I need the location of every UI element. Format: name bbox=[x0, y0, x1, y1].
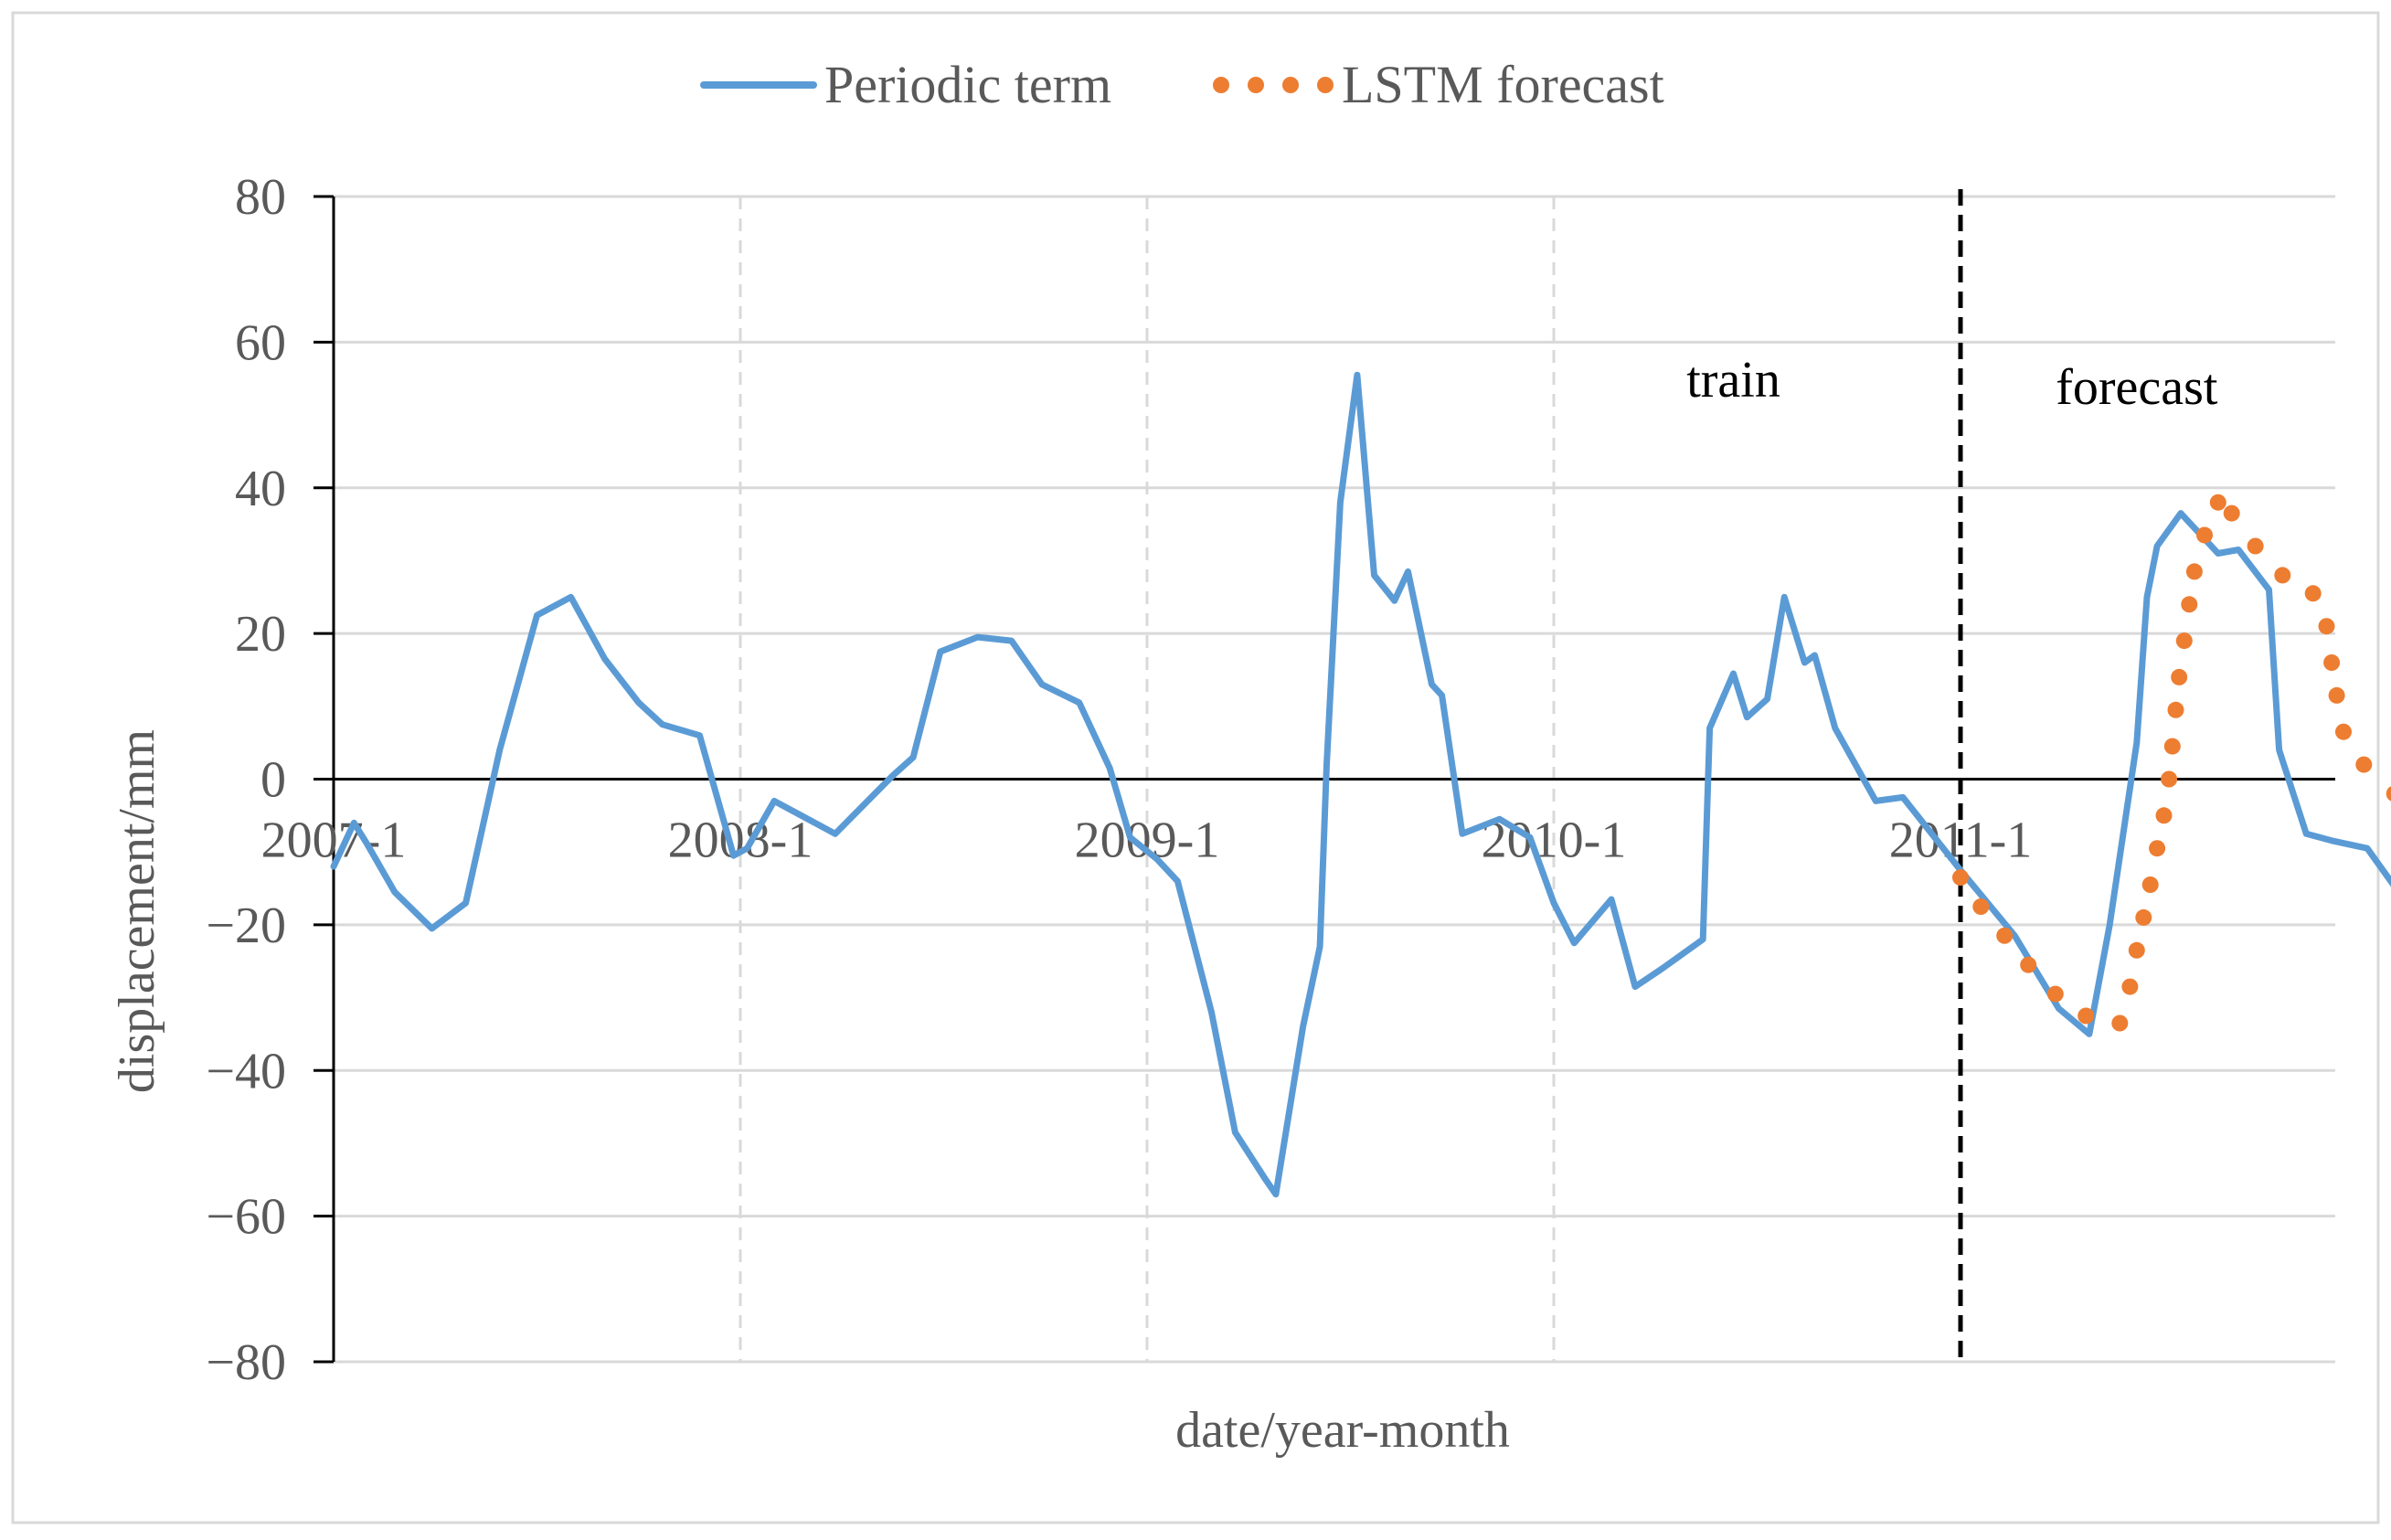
series-point-lstm-forecast bbox=[2185, 563, 2203, 580]
series-point-lstm-forecast bbox=[2149, 840, 2166, 857]
y-axis-title: displacement/mm bbox=[109, 729, 165, 1093]
series-point-lstm-forecast bbox=[2135, 908, 2152, 926]
series-point-lstm-forecast bbox=[2304, 585, 2322, 602]
legend-label-periodic-term: Periodic term bbox=[824, 55, 1111, 114]
y-tick-label: 40 bbox=[235, 461, 286, 517]
series-point-lstm-forecast bbox=[2155, 807, 2173, 824]
series-point-lstm-forecast bbox=[2128, 941, 2145, 959]
series-point-lstm-forecast bbox=[2247, 537, 2264, 555]
y-tick-label: 20 bbox=[235, 606, 286, 663]
x-axis-title: date/year-month bbox=[1175, 1402, 1510, 1459]
series-point-lstm-forecast bbox=[2141, 876, 2159, 893]
legend-swatch-lstm-forecast bbox=[1213, 77, 1334, 93]
y-tick-label: −40 bbox=[206, 1043, 286, 1099]
y-tick-label: 80 bbox=[235, 169, 286, 226]
series-point-lstm-forecast bbox=[2161, 770, 2178, 788]
y-tick-label: 60 bbox=[235, 314, 286, 371]
series-point-lstm-forecast bbox=[2163, 738, 2181, 755]
series-point-lstm-forecast bbox=[2121, 978, 2139, 995]
y-tick-label: 0 bbox=[260, 752, 286, 809]
series-point-lstm-forecast bbox=[2386, 786, 2391, 802]
series-point-lstm-forecast bbox=[2328, 686, 2345, 704]
series-point-lstm-forecast bbox=[2171, 668, 2188, 685]
series-point-lstm-forecast bbox=[2111, 1014, 2129, 1032]
series-point-lstm-forecast bbox=[2209, 494, 2226, 511]
series-point-lstm-forecast bbox=[1996, 927, 2014, 944]
legend: Periodic term LSTM forecast bbox=[700, 55, 1664, 114]
series-layer bbox=[330, 371, 2391, 1198]
series-point-lstm-forecast bbox=[2335, 723, 2352, 740]
series-point-lstm-forecast bbox=[2274, 567, 2291, 584]
series-point-lstm-forecast bbox=[2323, 654, 2341, 671]
series-point-lstm-forecast bbox=[2046, 985, 2064, 1003]
series-point-lstm-forecast bbox=[2167, 701, 2184, 718]
series-point-lstm-forecast bbox=[2175, 632, 2193, 650]
series-point-lstm-forecast bbox=[2318, 618, 2335, 635]
series-point-lstm-forecast bbox=[2078, 1007, 2095, 1025]
series-point-lstm-forecast bbox=[2196, 526, 2213, 544]
annotation-forecast: forecast bbox=[2056, 359, 2218, 416]
series-point-lstm-forecast bbox=[2181, 596, 2198, 613]
x-tick-label: 2009-1 bbox=[1075, 812, 1220, 869]
legend-label-lstm-forecast: LSTM forecast bbox=[1342, 55, 1664, 114]
x-tick-label: 2008-1 bbox=[668, 812, 813, 869]
series-point-lstm-forecast bbox=[1952, 869, 1969, 887]
series-point-lstm-forecast bbox=[2020, 956, 2037, 973]
y-tick-label: −60 bbox=[206, 1189, 286, 1246]
series-point-lstm-forecast bbox=[2355, 756, 2373, 773]
chart-border bbox=[11, 11, 2380, 1524]
y-tick-label: −80 bbox=[206, 1334, 286, 1391]
annotation-train: train bbox=[1686, 352, 1780, 409]
series-point-lstm-forecast bbox=[2223, 504, 2240, 522]
y-tick-label: −20 bbox=[206, 897, 286, 954]
series-point-lstm-forecast bbox=[1972, 898, 1990, 915]
